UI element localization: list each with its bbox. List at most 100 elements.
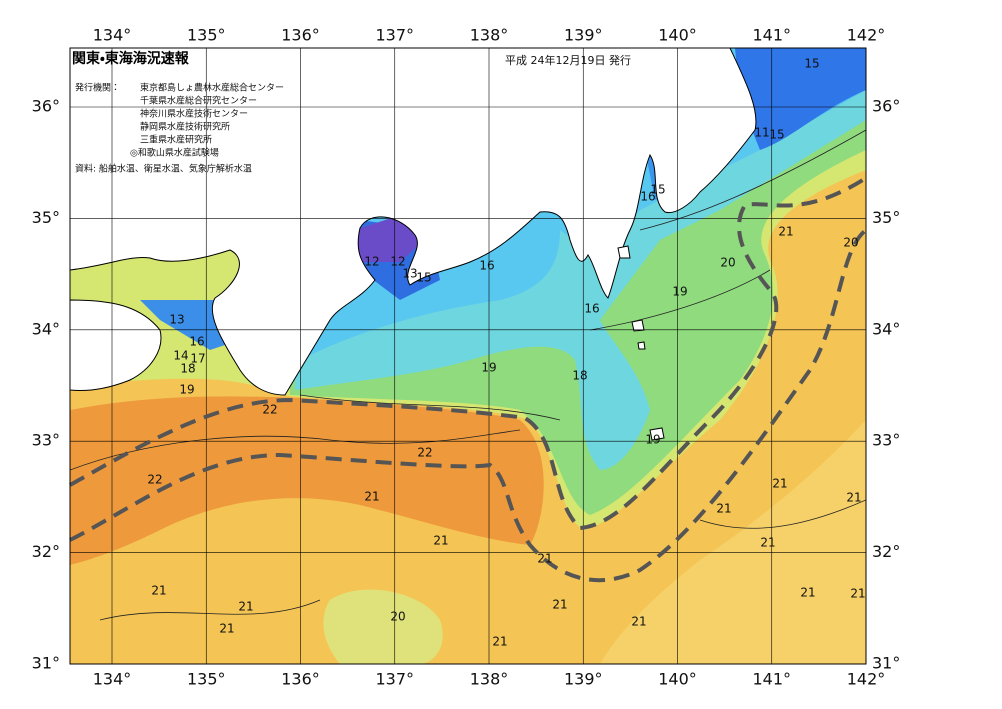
contour-label: 21 <box>846 491 861 505</box>
lon-label-top: 134° <box>93 26 132 45</box>
issuer: 千葉県水産総合研究センター <box>140 95 257 107</box>
sea-patch <box>323 589 443 664</box>
contour-label: 21 <box>800 586 815 600</box>
land-shikoku <box>70 299 162 391</box>
land-honshu <box>70 48 757 396</box>
contour-label: 21 <box>492 635 507 649</box>
contour-label: 20 <box>720 256 735 270</box>
contour-label: 15 <box>769 128 784 142</box>
lat-label-right: 31° <box>872 654 900 673</box>
lat-label-right: 36° <box>872 97 900 116</box>
island <box>617 245 631 259</box>
lon-label-top: 136° <box>281 26 320 45</box>
contour-label: 21 <box>631 615 646 629</box>
lon-label-bottom: 135° <box>187 670 226 689</box>
issuer-label: 発行機関： <box>75 82 120 94</box>
lon-label-bottom: 140° <box>658 670 697 689</box>
contour-line <box>70 129 866 621</box>
contour-label: 19 <box>179 383 194 397</box>
contour-label: 17 <box>190 352 205 366</box>
contour-label: 13 <box>402 267 417 281</box>
sea-blue <box>735 48 866 150</box>
contour-label: 21 <box>716 502 731 516</box>
lon-label-top: 138° <box>470 26 509 45</box>
contour-label: 15 <box>650 183 665 197</box>
contour-label: 12 <box>390 255 405 269</box>
contour-label: 21 <box>219 622 234 636</box>
lon-label-bottom: 137° <box>375 670 414 689</box>
contour-label: 21 <box>778 225 793 239</box>
contour-label: 16 <box>189 335 204 349</box>
contour-label: 14 <box>173 349 188 363</box>
contour-label: 12 <box>364 255 379 269</box>
island <box>637 341 646 350</box>
lat-label-left: 32° <box>32 542 60 561</box>
issuer: 神奈川県水産技術センター <box>140 108 248 120</box>
lat-label-left: 35° <box>32 208 60 227</box>
lat-label-left: 34° <box>32 319 60 338</box>
lat-label-left: 31° <box>32 654 60 673</box>
lon-label-bottom: 142° <box>847 670 886 689</box>
source-note: 資料: 船舶水温、衛星水温、気象庁解析水温 <box>75 163 252 175</box>
sea-patch <box>600 420 866 664</box>
contour-label: 16 <box>584 302 599 316</box>
issuer: 静岡県水産技術研究所 <box>140 121 230 133</box>
contour-label: 21 <box>772 477 787 491</box>
lon-label-bottom: 141° <box>752 670 791 689</box>
contour-label: 22 <box>147 473 162 487</box>
lon-label-top: 139° <box>564 26 603 45</box>
issue-date: 平成 24年12月19日 発行 <box>505 53 631 67</box>
issuer: 東京都島しょ農林水産総合センター <box>140 82 284 94</box>
contour-label: 21 <box>537 552 552 566</box>
contour-label: 19 <box>645 433 660 447</box>
issuer: ◎和歌山県水産試験場 <box>130 147 219 159</box>
lon-label-top: 137° <box>375 26 414 45</box>
contour-label: 15 <box>416 271 431 285</box>
contour-label: 19 <box>481 361 496 375</box>
contour-label: 16 <box>640 190 655 204</box>
lat-label-left: 33° <box>32 431 60 450</box>
contour-label: 16 <box>479 259 494 273</box>
kuroshio-axis <box>69 228 868 583</box>
contour-label: 21 <box>151 584 166 598</box>
contour-label: 21 <box>760 536 775 550</box>
lat-label-right: 35° <box>872 208 900 227</box>
lat-label-right: 32° <box>872 542 900 561</box>
contour-label: 18 <box>572 369 587 383</box>
issuer-list: 東京都島しょ農林水産総合センター千葉県水産総合研究センター神奈川県水産技術センタ… <box>130 82 284 159</box>
contour-label: 18 <box>180 362 195 376</box>
contour-label: 21 <box>364 490 379 504</box>
contour-label: 22 <box>262 403 277 417</box>
sea-kuroshio <box>70 396 544 565</box>
map-frame <box>69 47 867 665</box>
lat-label-right: 33° <box>872 431 900 450</box>
contour-label: 20 <box>843 236 858 250</box>
contour-label: 15 <box>804 57 819 71</box>
island <box>649 427 665 441</box>
lon-label-top: 140° <box>658 26 697 45</box>
lon-label-top: 135° <box>187 26 226 45</box>
lat-label-left: 36° <box>32 97 60 116</box>
contour-label: 19 <box>672 285 687 299</box>
lat-label-right: 34° <box>872 319 900 338</box>
contour-label: 11 <box>754 126 769 140</box>
contour-label: 20 <box>390 610 405 624</box>
lon-label-bottom: 136° <box>281 670 320 689</box>
lon-label-bottom: 134° <box>93 670 132 689</box>
contour-label: 21 <box>552 598 567 612</box>
kuroshio-axis <box>69 176 868 531</box>
issuer: 三重県水産研究所 <box>140 134 212 146</box>
contour-label: 21 <box>238 600 253 614</box>
lon-label-bottom: 138° <box>470 670 509 689</box>
contour-label: 21 <box>433 534 448 548</box>
contour-label: 22 <box>417 446 432 460</box>
lon-label-top: 141° <box>752 26 791 45</box>
title: 関東・東海海況速報 <box>72 50 190 67</box>
lon-label-bottom: 139° <box>564 670 603 689</box>
contour-label: 13 <box>169 313 184 327</box>
contour-label: 21 <box>850 587 865 601</box>
lon-label-top: 142° <box>847 26 886 45</box>
